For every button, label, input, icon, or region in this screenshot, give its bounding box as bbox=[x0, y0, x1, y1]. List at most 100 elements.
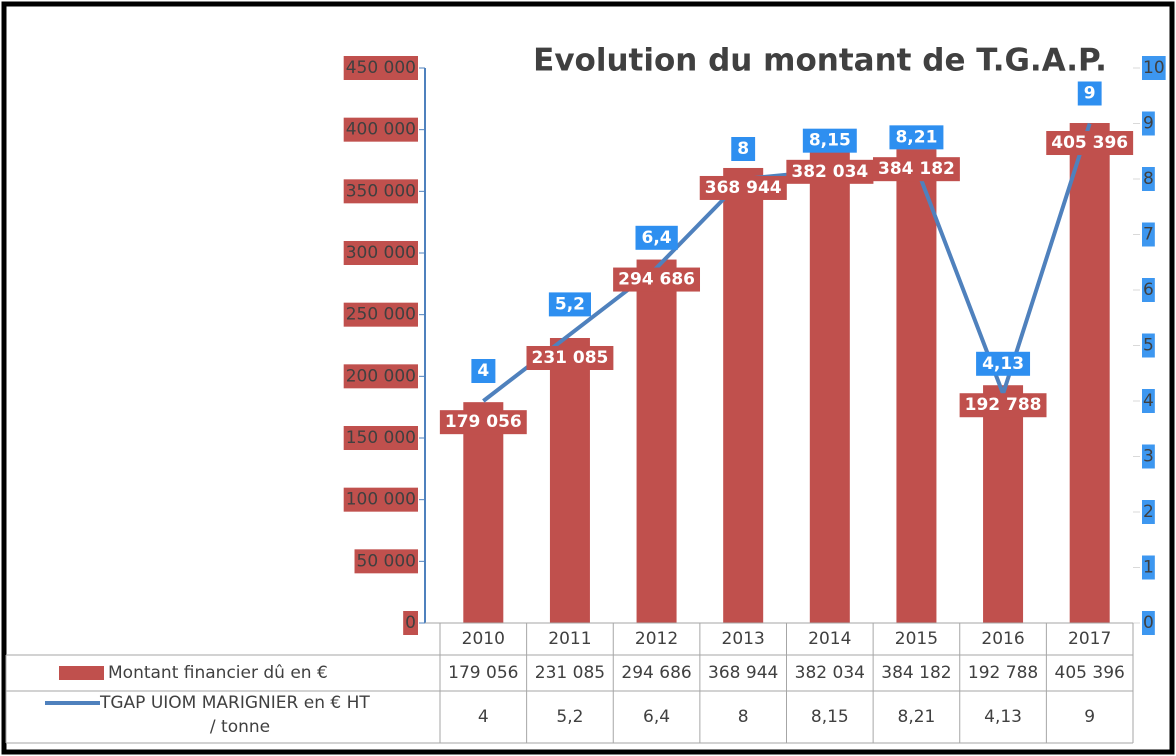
x-tick-label: 2015 bbox=[895, 629, 938, 649]
line-value-label: 4 bbox=[477, 361, 489, 381]
y-tick-label: 400 000 bbox=[346, 120, 416, 140]
table-cell: 179 056 bbox=[448, 663, 518, 683]
bar-value-label: 179 056 bbox=[445, 412, 522, 432]
y2-tick-label: 8 bbox=[1143, 169, 1154, 189]
label-box bbox=[526, 345, 614, 370]
label-box bbox=[731, 137, 756, 161]
label-box bbox=[1142, 222, 1155, 247]
bar-value-label: 192 788 bbox=[965, 395, 1042, 415]
table-cell: 368 944 bbox=[708, 663, 778, 683]
bar-value-label: 368 944 bbox=[705, 178, 782, 198]
label-box bbox=[802, 128, 857, 153]
y-tick-label: 250 000 bbox=[346, 305, 416, 325]
x-tick-label: 2016 bbox=[981, 629, 1024, 649]
table-cell: 4 bbox=[478, 707, 489, 727]
label-box bbox=[635, 225, 678, 250]
table-cell: 5,2 bbox=[556, 707, 583, 727]
label-box bbox=[1142, 56, 1166, 80]
y-tick-label: 450 000 bbox=[346, 58, 416, 78]
label-box bbox=[343, 426, 418, 450]
y2-tick-label: 9 bbox=[1143, 114, 1154, 134]
label-box bbox=[354, 549, 418, 574]
label-box bbox=[343, 487, 418, 512]
chart-title: Evolution du montant de T.G.A.P. bbox=[533, 43, 1107, 79]
y-tick-label: 200 000 bbox=[346, 366, 416, 386]
label-box bbox=[1046, 131, 1134, 156]
y2-tick-label: 3 bbox=[1143, 447, 1154, 467]
label-box bbox=[786, 159, 874, 184]
label-box bbox=[1142, 555, 1155, 580]
y2-tick-label: 6 bbox=[1143, 280, 1154, 300]
legend-label: Montant financier dû en € bbox=[108, 663, 328, 683]
bar-value-label: 231 085 bbox=[531, 348, 608, 368]
legend-swatch bbox=[59, 666, 104, 680]
bar-value-label: 384 182 bbox=[878, 159, 955, 179]
label-box bbox=[471, 359, 496, 383]
y-tick-label: 50 000 bbox=[357, 551, 416, 571]
y2-tick-label: 7 bbox=[1143, 225, 1154, 245]
label-box bbox=[889, 125, 944, 150]
label-box bbox=[1142, 167, 1155, 191]
bar bbox=[983, 385, 1024, 623]
bar-value-label: 382 034 bbox=[791, 162, 868, 182]
line-value-label: 4,13 bbox=[982, 354, 1024, 374]
label-box bbox=[1142, 111, 1155, 136]
label-box bbox=[403, 611, 418, 635]
label-box bbox=[1077, 81, 1102, 106]
label-box bbox=[343, 117, 418, 142]
y-tick-label: 0 bbox=[405, 613, 416, 633]
table-cell: 4,13 bbox=[984, 707, 1022, 727]
label-box bbox=[613, 267, 701, 292]
legend-label: TGAP UIOM MARIGNIER en € HT / tonne bbox=[99, 693, 370, 737]
label-box bbox=[1142, 611, 1155, 635]
label-box bbox=[1142, 278, 1155, 302]
bar bbox=[636, 259, 677, 623]
label-box bbox=[1142, 500, 1155, 524]
x-tick-label: 2013 bbox=[722, 629, 765, 649]
line-value-label: 8,21 bbox=[895, 127, 937, 147]
table-cell: 384 182 bbox=[881, 663, 951, 683]
label-box bbox=[1142, 333, 1155, 358]
bar bbox=[463, 402, 504, 623]
label-box bbox=[976, 351, 1031, 376]
label-box bbox=[1142, 444, 1155, 469]
bar-value-label: 294 686 bbox=[618, 270, 695, 290]
label-box bbox=[343, 364, 418, 389]
line-value-label: 8 bbox=[737, 139, 749, 159]
bar bbox=[723, 167, 764, 624]
label-box bbox=[439, 410, 527, 435]
label-box bbox=[343, 302, 418, 327]
label-box bbox=[872, 157, 960, 182]
table-cell: 231 085 bbox=[535, 663, 605, 683]
label-box bbox=[343, 241, 418, 265]
y2-tick-label: 10 bbox=[1143, 58, 1165, 78]
bar bbox=[1069, 123, 1110, 623]
label-box bbox=[343, 179, 418, 204]
y2-tick-label: 1 bbox=[1143, 558, 1154, 578]
table-cell: 294 686 bbox=[621, 663, 691, 683]
line-value-label: 9 bbox=[1084, 84, 1096, 104]
y2-tick-label: 4 bbox=[1143, 391, 1154, 411]
label-box bbox=[548, 292, 591, 317]
x-tick-label: 2014 bbox=[808, 629, 851, 649]
y2-tick-label: 0 bbox=[1143, 613, 1154, 633]
bar-value-label: 405 396 bbox=[1051, 133, 1128, 153]
bar bbox=[896, 149, 937, 623]
y-tick-label: 100 000 bbox=[346, 490, 416, 510]
table-cell: 8,21 bbox=[898, 707, 936, 727]
bar bbox=[809, 151, 850, 623]
table-cell: 6,4 bbox=[643, 707, 670, 727]
line-value-label: 5,2 bbox=[555, 294, 585, 314]
label-box bbox=[1142, 389, 1155, 413]
y-tick-label: 150 000 bbox=[346, 428, 416, 448]
bar bbox=[549, 337, 590, 623]
table-cell: 8,15 bbox=[811, 707, 849, 727]
x-tick-label: 2011 bbox=[548, 629, 591, 649]
line-value-label: 8,15 bbox=[809, 131, 851, 151]
label-box bbox=[343, 56, 418, 80]
table-cell: 405 396 bbox=[1055, 663, 1125, 683]
y-tick-label: 350 000 bbox=[346, 181, 416, 201]
table-cell: 8 bbox=[738, 707, 749, 727]
table-cell: 9 bbox=[1084, 707, 1095, 727]
